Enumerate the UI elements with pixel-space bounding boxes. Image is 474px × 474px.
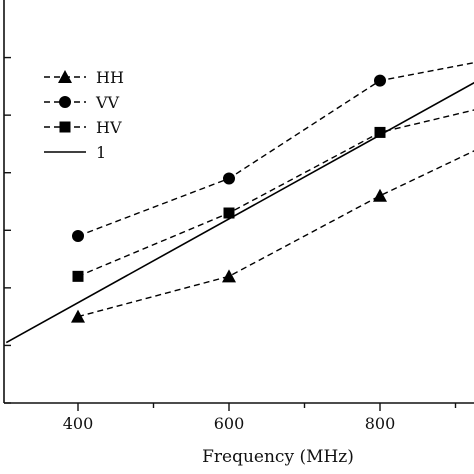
x-tick-label: 400: [63, 414, 94, 433]
legend-marker-HH: [58, 70, 72, 83]
data-point-HV: [72, 270, 84, 282]
legend-marker-HV: [59, 121, 71, 133]
x-tick-label: 600: [214, 414, 245, 433]
data-point-HV: [223, 207, 235, 219]
data-point-HH: [71, 309, 85, 323]
data-point-HH: [222, 269, 236, 283]
series-layer: [5, 61, 474, 344]
legend-marker-VV: [59, 96, 71, 108]
legend: HH VV HV 1: [44, 68, 124, 162]
data-point-VV: [223, 172, 235, 185]
legend-label-VV: VV: [95, 93, 120, 112]
data-point-VV: [374, 74, 386, 87]
series-line-VV: [77, 61, 474, 237]
axes: 400 600 800: [3, 0, 474, 433]
legend-label-HV: HV: [96, 118, 122, 137]
legend-label-HH: HH: [96, 68, 124, 87]
x-axis-label: Frequency (MHz): [202, 447, 354, 467]
x-tick-label: 800: [365, 414, 396, 433]
series-line-1: [5, 81, 474, 344]
data-point-HV: [374, 126, 386, 138]
legend-label-1: 1: [96, 143, 106, 162]
series-line-HV: [77, 109, 474, 277]
series-line-HH: [77, 150, 474, 318]
data-point-VV: [72, 230, 84, 243]
data-point-HH: [373, 188, 387, 202]
